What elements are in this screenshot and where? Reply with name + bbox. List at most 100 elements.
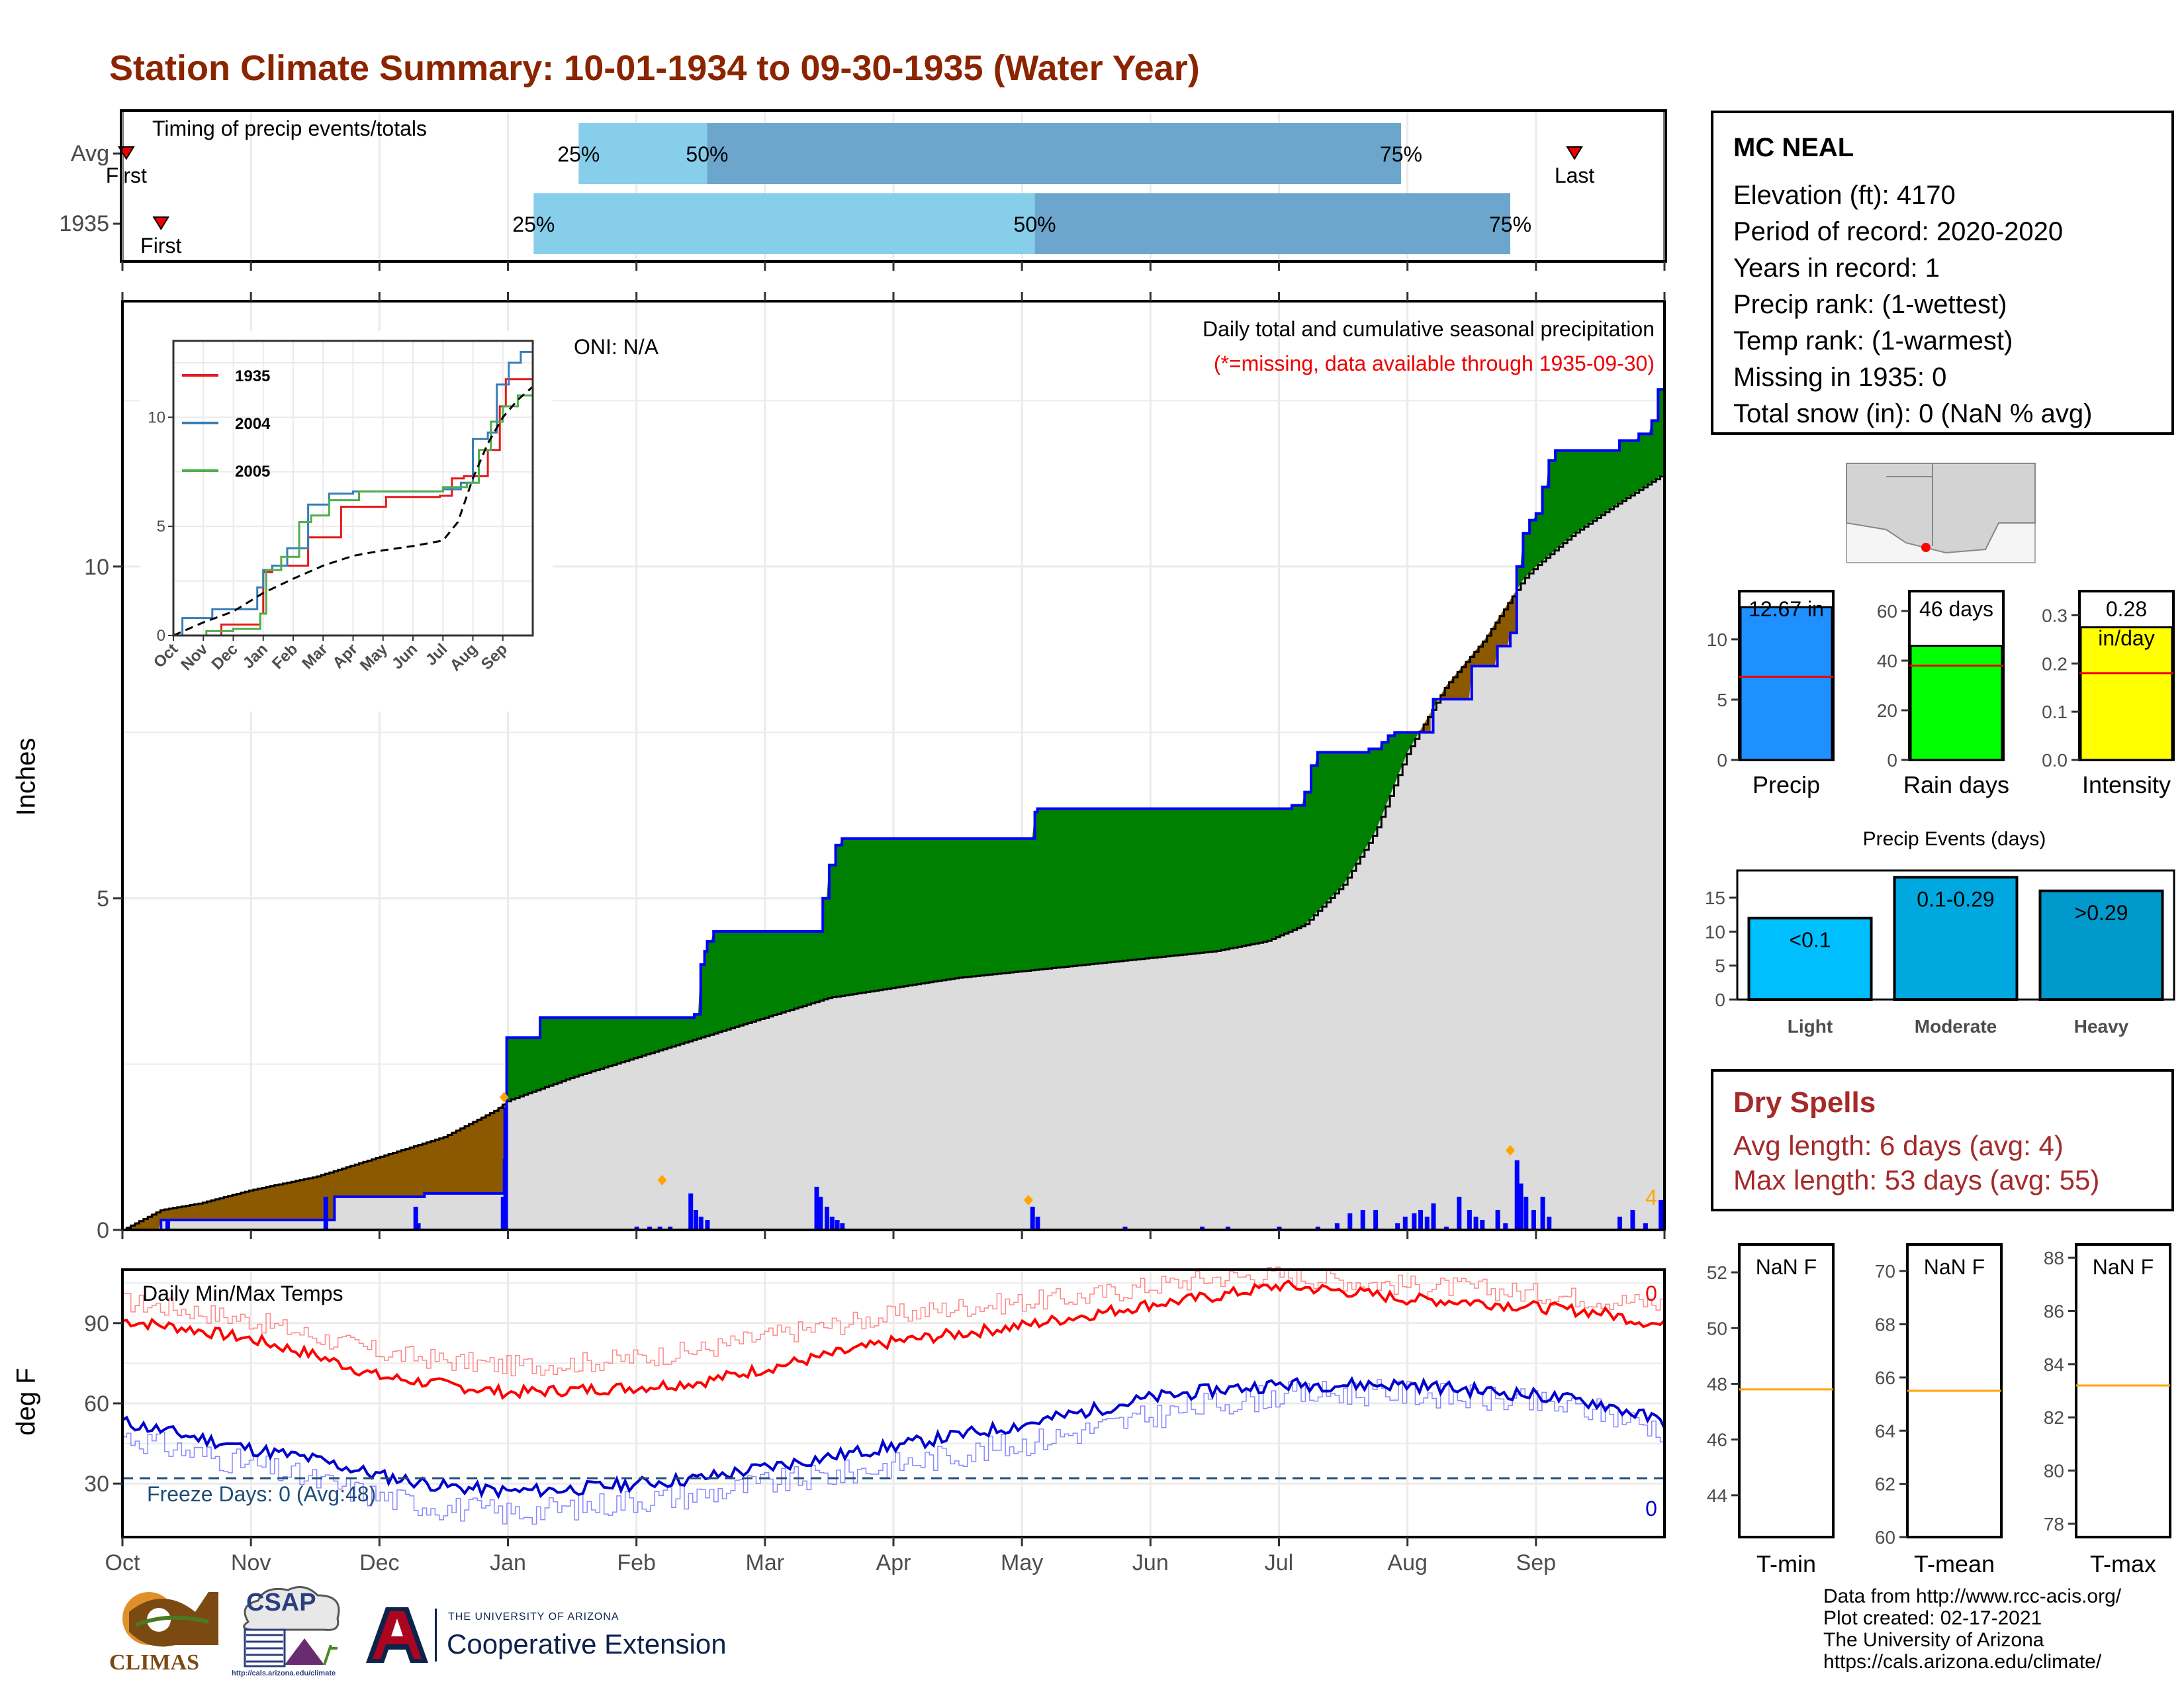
inset-series-line [173,341,534,637]
daily-precip-bar [1473,1216,1479,1230]
month-tick-label: Oct [105,1550,140,1575]
daily-precip-bar [1630,1209,1635,1230]
month-tick-label: Mar [746,1550,785,1575]
daily-precip-bar [1457,1196,1462,1230]
rain-days-label: Rain days [1903,771,2009,798]
daily-precip-bar [1277,1226,1282,1230]
precip-y-tick-label: 0 [97,1218,109,1243]
temp-summary-y-tick-label: 52 [1707,1262,1727,1283]
daily-precip-bar [1225,1226,1230,1230]
temp-summary-y-tick-label: 78 [2044,1514,2064,1534]
last-event-marker-icon [1566,146,1583,160]
inset-y-tick-label: 5 [157,518,165,536]
daily-precip-bar [688,1193,694,1230]
events-y-tick-label: 15 [1705,888,1725,908]
month-tick-label: Feb [617,1550,656,1575]
station-location-marker [1921,543,1931,552]
temp-summary-y-tick-label: 62 [1875,1474,1895,1495]
daily-precip-bar [1643,1223,1648,1230]
daily-precip-bar [1035,1216,1040,1230]
temp-summary-y-tick-label: 70 [1875,1261,1895,1282]
timing-p75-label: 75% [1380,142,1422,166]
missing-data-marker-icon [1023,1194,1033,1205]
climas-logo: CLIMAS [109,1585,222,1678]
precip-y-tick-label: 5 [1717,690,1727,710]
daily-precip-bar [1122,1226,1128,1230]
station-name: MC NEAL [1733,133,1854,162]
csap-logo: CSAP http://cals.arizona.edu/climate [232,1582,351,1681]
temp-summary-y-tick-label: 60 [1875,1527,1895,1548]
timing-bar-50-75 [707,123,1401,184]
daily-precip-bar [818,1196,823,1230]
daily-precip-bar [825,1206,830,1230]
timing-p25-label: 25% [512,212,555,236]
daily-precip-bar [323,1196,328,1230]
daily-precip-bar [1503,1223,1508,1230]
dry-spells-box: Dry Spells Avg length: 6 days (avg: 4) M… [1711,1069,2174,1211]
daily-precip-bar [705,1219,710,1230]
daily-precip-bar [1514,1160,1520,1230]
dry-spells-avg: Avg length: 6 days (avg: 4) [1733,1130,2064,1161]
timing-panel-title: Timing of precip events/totals [152,117,427,140]
page-title: Station Climate Summary: 10-01-1934 to 0… [109,48,1200,88]
daily-precip-bar [503,1107,508,1230]
temp-summary-value: NaN F [1924,1255,1985,1279]
daily-precip-bar [1402,1216,1408,1230]
daily-precip-bar [1524,1196,1529,1230]
intensity-label: Intensity [2082,771,2171,798]
month-tick-label: Apr [876,1550,911,1575]
month-tick-label: Jan [490,1550,526,1575]
intensity-unit-label: in/day [2098,626,2154,650]
events-bar-label: >0.29 [2075,901,2128,925]
inset-legend-label: 1935 [235,367,270,385]
timing-bar-25-50 [578,123,707,184]
station-elevation: Elevation (ft): 4170 [1733,181,1956,210]
daily-precip-bar [1373,1209,1379,1230]
missing-data-marker-icon [657,1174,667,1186]
temp-summary-value: NaN F [2093,1255,2154,1279]
temp-summary-y-tick-label: 50 [1707,1318,1727,1338]
timing-p50-label: 50% [1014,212,1056,236]
daily-precip-bar [413,1206,418,1230]
footer-credits: Data from http://www.rcc-acis.org/ Plot … [1823,1585,2121,1673]
climas-emblem-icon [122,1592,218,1647]
intensity-y-tick-label: 0.2 [2042,653,2068,674]
daily-precip-bar [1315,1226,1320,1230]
ua-block-a-icon [366,1607,428,1663]
temp-summary-label: T-min [1756,1550,1816,1577]
inset-y-tick-label: 10 [148,408,165,426]
daily-precip-bar [1360,1209,1365,1230]
station-snow: Total snow (in): 0 (NaN % avg) [1733,399,2093,428]
temp-summary-y-tick-label: 68 [1875,1315,1895,1335]
month-tick-label: May [1001,1550,1043,1575]
timing-first-label: First [106,164,147,187]
temp-y-tick-label: 60 [84,1391,109,1417]
daily-precip-bar [1347,1213,1353,1230]
footer-university: The University of Arizona [1823,1629,2044,1651]
freeze-days-label: Freeze Days: 0 (Avg:48) [147,1482,376,1506]
precip-label: Precip [1752,771,1820,798]
intensity-y-tick-label: 0.0 [2042,750,2068,771]
missing-data-marker-icon [1506,1145,1515,1156]
events-y-tick-label: 0 [1715,990,1725,1010]
temp-summary-y-tick-label: 86 [2044,1301,2064,1321]
events-title: Precip Events (days) [1863,828,2046,850]
intensity-bar [2079,626,2173,761]
precip-y-tick-label: 0 [1717,750,1727,771]
daily-precip-bar [1617,1216,1623,1230]
first-event-marker-icon [152,216,170,230]
station-precip-rank: Precip rank: (1-wettest) [1733,290,2007,319]
month-tick-label: Jun [1132,1550,1169,1575]
inset-average-line [173,386,533,637]
rain-days-value-label: 46 days [1919,597,1993,621]
tmin-average-line [122,1379,1665,1525]
station-period: Period of record: 2020-2020 [1733,217,2064,246]
events-bar-moderate [1893,876,2019,1002]
inset-legend-label: 2005 [235,463,270,481]
events-bar-label: <0.1 [1789,928,1831,952]
station-missing: Missing in 1935: 0 [1733,363,1947,392]
daily-precip-bar [1480,1219,1485,1230]
events-bar-light [1747,916,1873,1002]
temp-summary-box [1738,1243,1835,1538]
